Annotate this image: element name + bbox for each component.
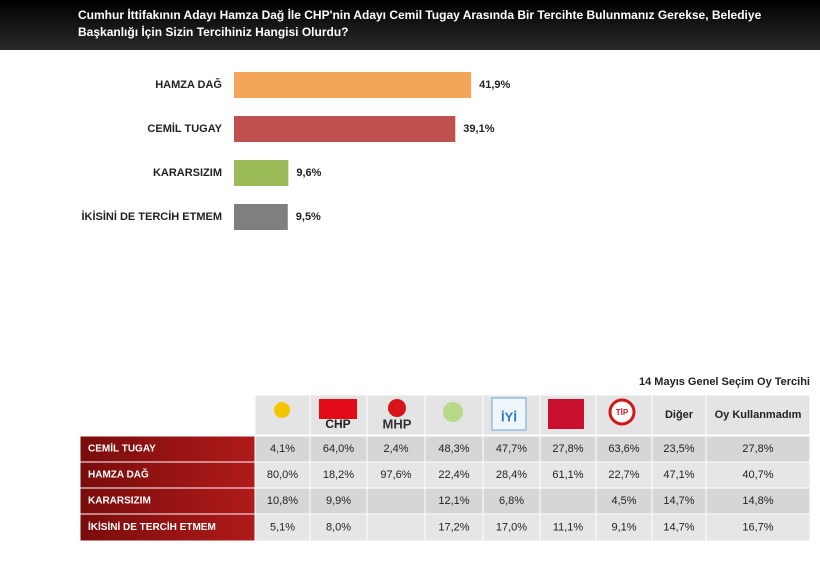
- cell-value: 5,1%: [270, 521, 295, 533]
- iyi-logo: [491, 397, 527, 431]
- cell-value: 27,8%: [552, 443, 583, 455]
- cell-value: 40,7%: [742, 469, 773, 481]
- cell-value: 12,1%: [438, 495, 469, 507]
- green-left-logo: [443, 402, 463, 422]
- tip-logo-text: TİP: [616, 408, 629, 417]
- cell-value: 48,3%: [438, 443, 469, 455]
- category-label: İKİSİNİ DE TERCİH ETMEM: [81, 210, 222, 223]
- bar: [234, 116, 456, 142]
- table-cell: [595, 513, 653, 542]
- table-cell: [705, 461, 811, 489]
- table-cell: [651, 461, 707, 489]
- column-header: Oy Kullanmadım: [715, 409, 802, 421]
- table-cell: [309, 487, 368, 515]
- cell-value: 23,5%: [663, 443, 694, 455]
- bar: [234, 72, 472, 98]
- column-header: Diğer: [665, 409, 694, 421]
- value-label: 39,1%: [463, 123, 494, 135]
- cell-value: 2,4%: [383, 443, 408, 455]
- category-label: KARARSIZIM: [153, 167, 222, 179]
- cell-value: 14,8%: [742, 495, 773, 507]
- value-label: 9,5%: [296, 211, 321, 223]
- cell-value: 16,7%: [742, 521, 773, 533]
- table-cell: [309, 435, 368, 463]
- cell-value: 11,1%: [553, 521, 584, 533]
- row-label: KARARSIZIM: [88, 496, 151, 507]
- table-cell: [539, 487, 597, 515]
- cell-value: 8,0%: [326, 521, 351, 533]
- header-cell: [651, 394, 707, 436]
- mhp-logo-text: MHP: [383, 416, 412, 431]
- cell-value: 22,7%: [608, 469, 639, 481]
- category-label: CEMİL TUGAY: [147, 122, 222, 135]
- cell-value: 80,0%: [267, 469, 298, 481]
- table-cell: [254, 487, 311, 515]
- row-label: CEMİL TUGAY: [88, 442, 156, 455]
- table-cell: [254, 435, 311, 463]
- chart-title: Cumhur İttifakının Adayı Hamza Dağ İle C…: [0, 0, 820, 50]
- table-cell: [424, 435, 484, 463]
- chp-logo-text: CHP: [325, 417, 350, 431]
- zafer-logo: [548, 399, 584, 429]
- cell-value: 10,8%: [267, 495, 298, 507]
- iyi-logo-text: İYİ: [501, 409, 517, 424]
- cell-value: 4,5%: [611, 495, 636, 507]
- cell-value: 61,1%: [552, 469, 583, 481]
- cell-value: 14,7%: [663, 495, 694, 507]
- table-cell: [309, 513, 368, 542]
- cell-value: 47,1%: [663, 469, 694, 481]
- cell-value: 4,1%: [270, 443, 295, 455]
- table-cell: [366, 513, 426, 542]
- table-cell: [482, 461, 541, 489]
- cell-value: 22,4%: [438, 469, 469, 481]
- cell-value: 6,8%: [499, 495, 524, 507]
- mhp-logo: [388, 399, 406, 417]
- party-logos: CHP MHP İYİ TİP: [274, 397, 636, 431]
- table-cell: [366, 461, 426, 489]
- tip-logo: [608, 398, 636, 426]
- table-cell: [705, 513, 811, 542]
- table-cell: [705, 487, 811, 515]
- cell-value: 47,7%: [496, 443, 527, 455]
- table-cell: [651, 513, 707, 542]
- cell-value: 9,9%: [326, 495, 351, 507]
- cell-value: 64,0%: [323, 443, 354, 455]
- row-label: HAMZA DAĞ: [88, 468, 149, 481]
- value-label: 41,9%: [479, 79, 510, 91]
- bar: [234, 204, 288, 230]
- table-cell: [482, 487, 541, 515]
- header-cell: [705, 394, 811, 436]
- table-cell: [482, 513, 541, 542]
- cell-value: 18,2%: [323, 469, 354, 481]
- category-label: HAMZA DAĞ: [155, 78, 222, 91]
- cell-value: 17,2%: [438, 521, 469, 533]
- table-cell: [651, 435, 707, 463]
- chp-logo: [319, 399, 357, 419]
- cell-value: 17,0%: [496, 521, 527, 533]
- bar: [234, 160, 289, 186]
- row-header-cell: [79, 513, 256, 542]
- cell-value: 28,4%: [496, 469, 527, 481]
- cell-value: 63,6%: [608, 443, 639, 455]
- cell-value: 9,1%: [611, 521, 636, 533]
- row-label: İKİSİNİ DE TERCİH ETMEM: [88, 520, 216, 533]
- cell-value: 27,8%: [742, 443, 773, 455]
- akp-logo: [274, 402, 290, 418]
- cell-value: 14,7%: [663, 521, 694, 533]
- value-label: 9,6%: [296, 167, 321, 179]
- table-cell: [595, 461, 653, 489]
- table-title: 14 Mayıs Genel Seçim Oy Tercihi: [639, 376, 810, 388]
- table-cell: [366, 487, 426, 515]
- cell-value: 97,6%: [380, 469, 411, 481]
